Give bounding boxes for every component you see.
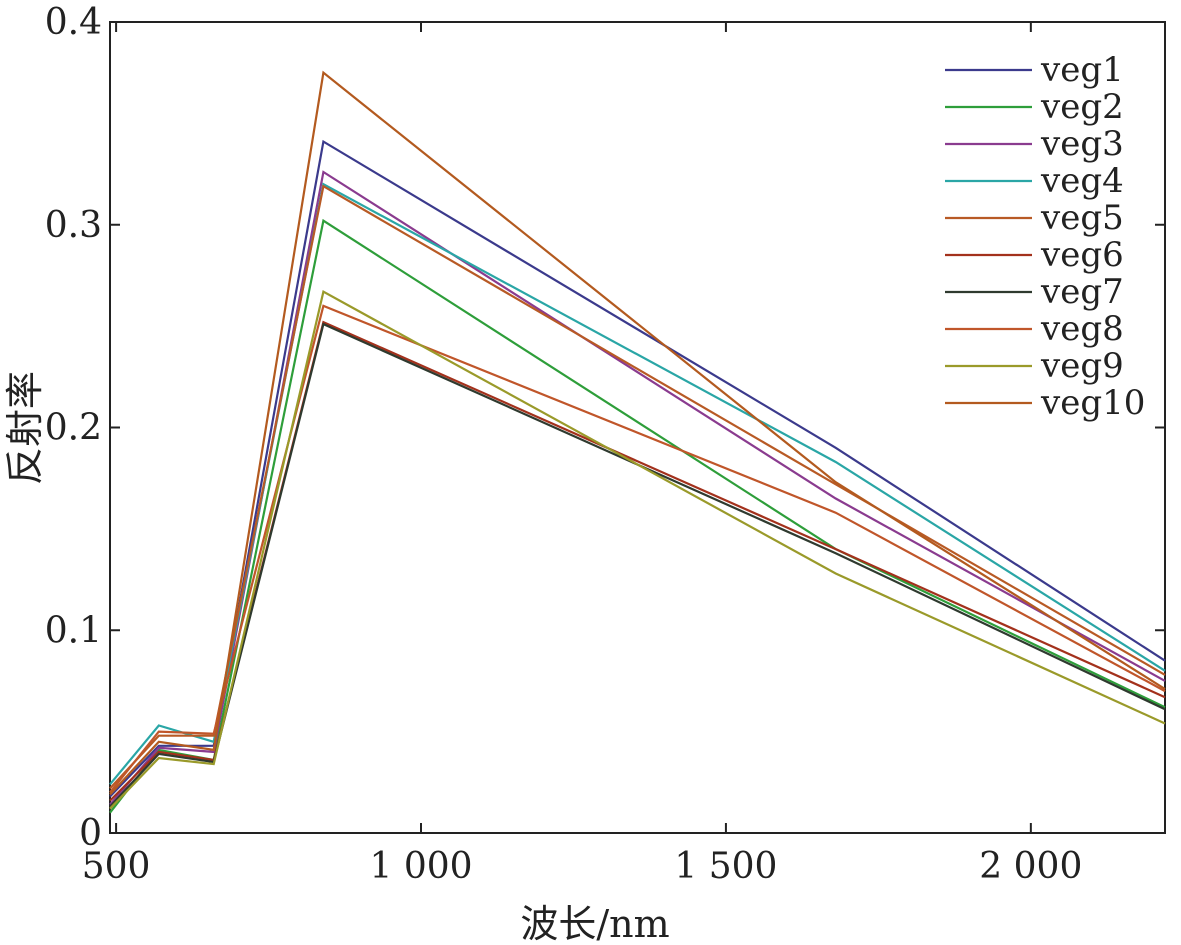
- legend-label-veg9: veg9: [1040, 346, 1124, 386]
- x-tick-label: 2 000: [979, 846, 1082, 887]
- series-line-veg10: [109, 70, 1166, 796]
- x-axis: 500 1 000 1 500 2 000: [82, 22, 1082, 887]
- series-line-veg1: [109, 139, 1166, 798]
- y-tick-label: 0: [79, 813, 102, 854]
- y-axis-label: 反射率: [3, 371, 47, 485]
- y-tick-label: 0.3: [45, 205, 102, 246]
- series-line-veg9: [109, 290, 1166, 810]
- legend-label-veg1: veg1: [1040, 50, 1124, 90]
- x-tick-label: 1 500: [674, 846, 777, 887]
- legend: veg1veg2veg3veg4veg5veg6veg7veg8veg9veg1…: [945, 50, 1145, 423]
- x-axis-label: 波长/nm: [520, 902, 669, 945]
- legend-label-veg10: veg10: [1040, 383, 1145, 423]
- legend-label-veg7: veg7: [1040, 272, 1124, 312]
- legend-label-veg5: veg5: [1040, 198, 1124, 238]
- legend-label-veg3: veg3: [1040, 124, 1124, 164]
- series-line-veg6: [109, 320, 1166, 802]
- series-line-veg8: [109, 304, 1166, 794]
- legend-label-veg6: veg6: [1040, 235, 1124, 275]
- series-line-veg4: [109, 182, 1166, 786]
- y-tick-label: 0.1: [45, 610, 102, 651]
- legend-label-veg8: veg8: [1040, 309, 1124, 349]
- series-group: [109, 70, 1166, 814]
- legend-label-veg4: veg4: [1040, 161, 1124, 201]
- x-tick-label: 500: [82, 846, 151, 887]
- y-tick-label: 0.2: [45, 408, 102, 449]
- y-axis: 0 0.1 0.2 0.3 0.4: [45, 2, 1165, 854]
- series-line-veg7: [109, 322, 1166, 808]
- legend-label-veg2: veg2: [1040, 87, 1124, 127]
- y-tick-label: 0.4: [45, 2, 102, 43]
- x-tick-label: 1 000: [369, 846, 472, 887]
